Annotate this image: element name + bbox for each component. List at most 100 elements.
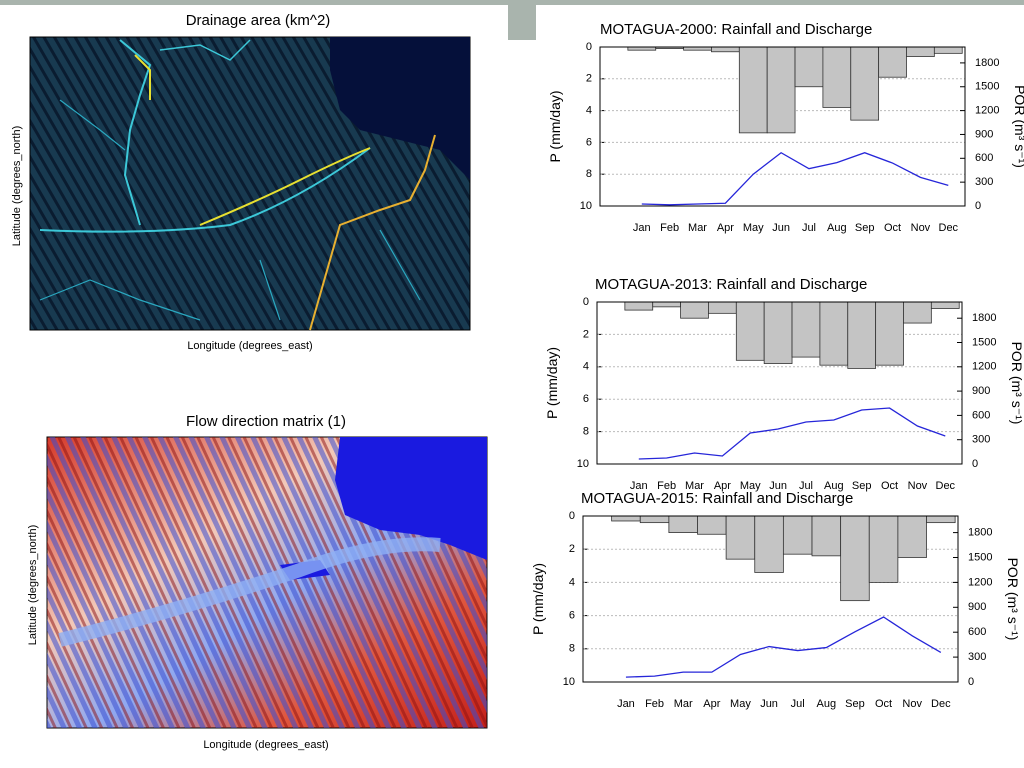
y-tick-label: 8 xyxy=(583,426,589,438)
flow-direction-map xyxy=(46,436,488,729)
y2-tick-label: 300 xyxy=(968,651,986,663)
y-tick-label: 10 xyxy=(563,676,575,688)
y2-axis-label: POR (m³ s⁻¹) xyxy=(1009,342,1024,425)
map-y-label: Latitude (degrees_north) xyxy=(11,126,23,246)
bar xyxy=(611,515,641,522)
y2-tick-label: 1800 xyxy=(972,312,996,324)
y-tick-label: 6 xyxy=(586,136,592,148)
bar xyxy=(906,46,935,57)
plot-frame xyxy=(582,515,959,683)
x-tick-label: Aug xyxy=(824,480,844,492)
y2-tick-label: 900 xyxy=(975,128,993,140)
bar xyxy=(878,46,907,78)
x-tick-label: Apr xyxy=(717,222,734,234)
y-tick-label: 4 xyxy=(569,576,575,588)
plot-frame xyxy=(596,301,963,465)
x-tick-label: Aug xyxy=(817,698,837,710)
bar xyxy=(847,301,877,369)
corner-block xyxy=(508,0,536,40)
y2-tick-label: 600 xyxy=(968,626,986,638)
x-tick-label: Apr xyxy=(703,698,720,710)
chart-title: MOTAGUA-2000: Rainfall and Discharge xyxy=(600,21,872,38)
bar xyxy=(850,46,880,121)
y-tick-label: 10 xyxy=(580,200,592,212)
map-title: Flow direction matrix (1) xyxy=(186,413,346,430)
y2-tick-label: 0 xyxy=(972,458,978,470)
bar xyxy=(697,515,727,535)
x-tick-label: Apr xyxy=(714,480,731,492)
x-tick-label: Oct xyxy=(881,480,898,492)
bar xyxy=(711,46,740,53)
x-tick-label: Feb xyxy=(657,480,676,492)
x-tick-label: May xyxy=(730,698,751,710)
x-tick-label: Oct xyxy=(884,222,901,234)
x-tick-label: Nov xyxy=(908,480,928,492)
bar xyxy=(794,46,824,88)
x-tick-label: May xyxy=(743,222,764,234)
line xyxy=(641,151,949,206)
y-tick-label: 6 xyxy=(583,393,589,405)
x-tick-label: Jan xyxy=(630,480,648,492)
y2-tick-label: 1200 xyxy=(968,576,992,588)
map-y-label: Latitude (degrees_north) xyxy=(27,525,39,645)
bar xyxy=(840,515,870,602)
y2-tick-label: 1500 xyxy=(968,551,992,563)
x-tick-label: Mar xyxy=(688,222,707,234)
bar xyxy=(868,515,899,583)
y2-tick-label: 1200 xyxy=(975,105,999,117)
bar xyxy=(903,301,932,324)
x-tick-label: Feb xyxy=(645,698,664,710)
bar xyxy=(933,46,963,54)
bar xyxy=(639,515,670,524)
bar xyxy=(725,515,756,560)
bar xyxy=(782,515,813,555)
bar xyxy=(735,301,765,361)
y-tick-label: 8 xyxy=(586,168,592,180)
line xyxy=(625,616,942,678)
x-tick-label: Oct xyxy=(875,698,892,710)
x-tick-label: Sep xyxy=(852,480,872,492)
x-tick-label: Jul xyxy=(802,222,816,234)
y2-tick-label: 300 xyxy=(972,434,990,446)
bar xyxy=(680,301,709,319)
bar xyxy=(754,515,784,573)
x-tick-label: Nov xyxy=(902,698,922,710)
bar xyxy=(822,46,852,108)
y2-axis-label: POR (m³ s⁻¹) xyxy=(1005,558,1021,641)
y-tick-label: 4 xyxy=(583,361,589,373)
map-x-label: Longitude (degrees_east) xyxy=(203,739,328,751)
bar xyxy=(738,46,768,134)
x-tick-label: Mar xyxy=(674,698,693,710)
y2-tick-label: 0 xyxy=(975,200,981,212)
bar xyxy=(926,515,956,524)
y-tick-label: 2 xyxy=(569,543,575,555)
y-tick-label: 4 xyxy=(586,105,592,117)
map-title: Drainage area (km^2) xyxy=(186,12,331,29)
x-tick-label: Jun xyxy=(769,480,787,492)
x-tick-label: Jul xyxy=(791,698,805,710)
bar xyxy=(791,301,821,358)
bar xyxy=(624,301,654,311)
x-tick-label: Aug xyxy=(827,222,847,234)
y2-tick-label: 900 xyxy=(968,601,986,613)
x-tick-label: May xyxy=(740,480,761,492)
y-tick-label: 2 xyxy=(586,73,592,85)
y-tick-label: 10 xyxy=(577,458,589,470)
x-tick-label: Jan xyxy=(617,698,635,710)
bar xyxy=(930,301,960,309)
x-tick-label: Nov xyxy=(911,222,931,234)
chart-title: MOTAGUA-2015: Rainfall and Discharge xyxy=(581,490,853,507)
y2-tick-label: 600 xyxy=(975,152,993,164)
x-tick-label: Feb xyxy=(660,222,679,234)
y2-tick-label: 600 xyxy=(972,409,990,421)
y-tick-label: 8 xyxy=(569,643,575,655)
y-tick-label: 0 xyxy=(583,296,589,308)
y2-tick-label: 1500 xyxy=(972,336,996,348)
bar xyxy=(819,301,849,366)
x-tick-label: Dec xyxy=(936,480,956,492)
y-axis-label: P (mm/day) xyxy=(530,563,546,635)
y2-tick-label: 1800 xyxy=(968,527,992,539)
bar xyxy=(811,515,842,557)
